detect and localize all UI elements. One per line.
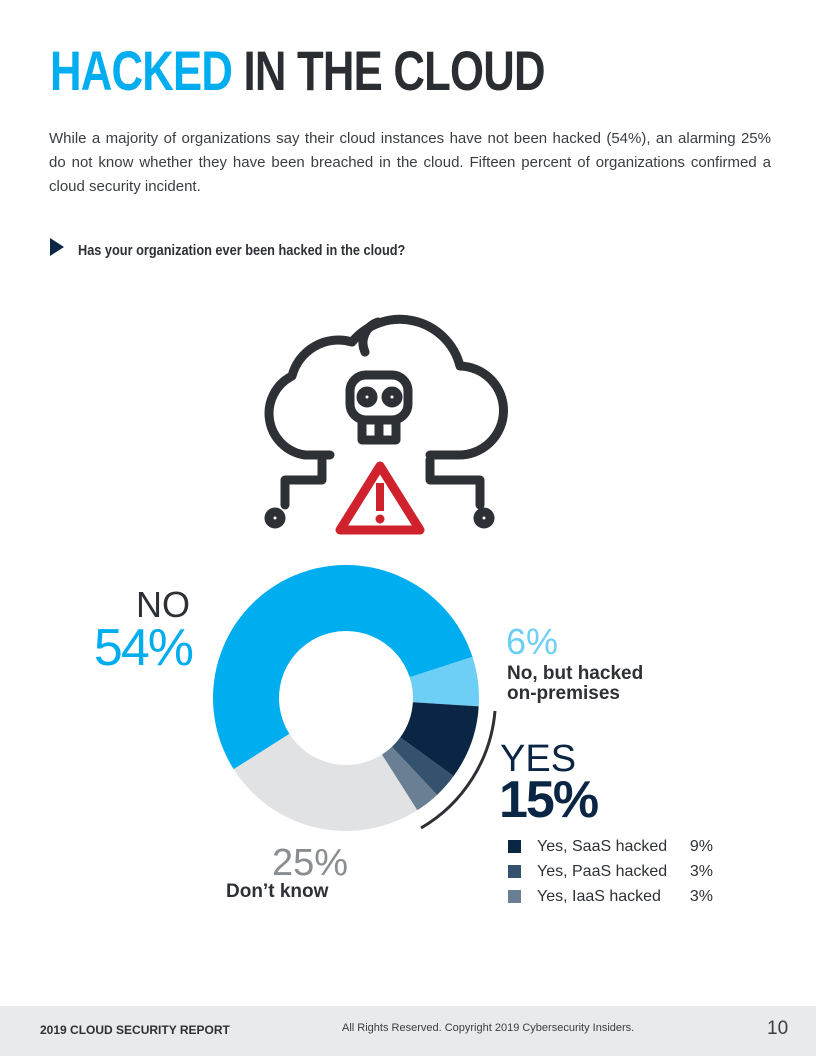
legend-label: Yes, PaaS hacked: [537, 863, 668, 880]
legend-label: Yes, IaaS hacked: [537, 888, 661, 905]
legend-swatch: [508, 890, 521, 903]
donut-slice: [391, 737, 454, 795]
donut-slice: [409, 656, 479, 707]
footer-copyright: All Rights Reserved. Copyright 2019 Cybe…: [342, 1022, 635, 1034]
legend-swatch: [508, 840, 521, 853]
group-name: YES: [500, 738, 577, 780]
title-highlight: HACKED: [50, 39, 233, 102]
question: Has your organization ever been hacked i…: [78, 242, 406, 259]
footer: 2019 CLOUD SECURITY REPORT All Rights Re…: [0, 1006, 816, 1056]
footer-report: 2019 CLOUD SECURITY REPORT: [40, 1023, 230, 1037]
category-label: NO: [136, 584, 190, 625]
donut-slice: [212, 564, 473, 770]
page-number: 10: [767, 1018, 789, 1039]
yes-bracket: [420, 710, 497, 830]
legend-value: 9%: [689, 838, 713, 855]
legend-value: 3%: [689, 863, 713, 880]
donut-slice: [381, 746, 438, 811]
value-label: 25%: [272, 842, 349, 884]
category-label: Don’t know: [226, 881, 329, 902]
donut-slice: [400, 702, 479, 777]
title: HACKED IN THE CLOUD: [50, 38, 546, 103]
legend-value: 3%: [689, 888, 713, 905]
value-label: 6%: [506, 621, 559, 662]
warning-mark: [376, 483, 384, 511]
legend-swatch: [508, 865, 521, 878]
donut-slice: [233, 733, 418, 831]
bullet-arrow: [50, 238, 64, 256]
title-rest: IN THE CLOUD: [243, 39, 546, 102]
intro: While a majority of organizations say th…: [49, 130, 771, 195]
category-label: No, but hacked on-premises: [507, 663, 644, 704]
group-value: 15%: [499, 771, 599, 829]
warning-dot: [375, 514, 385, 524]
legend-label: Yes, SaaS hacked: [537, 838, 668, 855]
cloud-icon: [264, 314, 508, 529]
value-label: 54%: [93, 619, 194, 677]
